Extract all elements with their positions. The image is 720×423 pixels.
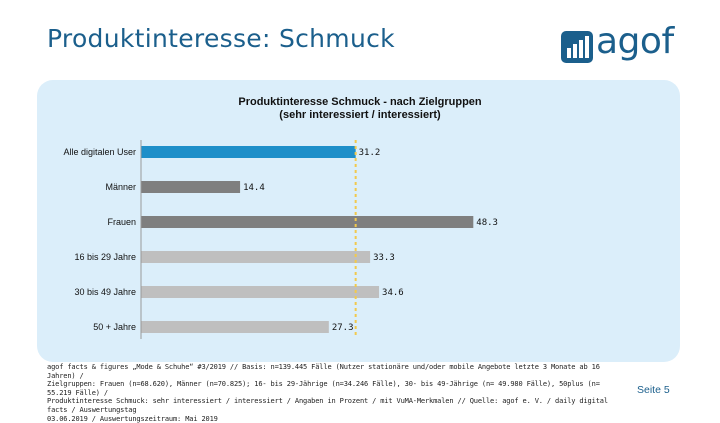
category-label: Frauen	[107, 217, 136, 227]
footnote-line-3: Produktinteresse Schmuck: sehr interessi…	[47, 397, 608, 414]
category-label: 30 bis 49 Jahre	[74, 287, 136, 297]
category-label: Alle digitalen User	[63, 147, 136, 157]
bar	[141, 251, 371, 263]
bar	[141, 286, 380, 298]
logo-bar-3	[579, 40, 583, 58]
value-label: 33.3	[373, 253, 395, 263]
bar	[141, 181, 241, 193]
footnote: agof facts & figures „Mode & Schuhe“ #3/…	[47, 363, 627, 423]
logo-text: agof	[596, 21, 674, 62]
logo-bar-4	[585, 36, 589, 58]
chart-title-line-1: Produktinteresse Schmuck - nach Zielgrup…	[238, 96, 482, 108]
category-label: 16 bis 29 Jahre	[74, 252, 136, 262]
category-label: Männer	[105, 182, 136, 192]
agof-logo	[561, 31, 593, 63]
value-label: 34.6	[382, 288, 404, 298]
page-title: Produktinteresse: Schmuck	[47, 24, 395, 53]
footnote-line-2: Zielgruppen: Frauen (n=68.620), Männer (…	[47, 380, 600, 397]
category-label: 50 + Jahre	[93, 322, 136, 332]
footnote-line-4: 03.06.2019 / Auswertungszeitraum: Mai 20…	[47, 414, 218, 423]
bar-chart: Alle digitalen User 31.2 Männer 14.4 Frauen 4…	[63, 140, 498, 339]
value-label: 14.4	[243, 183, 265, 193]
footnote-line-1: agof facts & figures „Mode & Schuhe“ #3/…	[47, 363, 600, 380]
chart-title: Produktinteresse Schmuck - nach Zielgrup…	[160, 96, 560, 122]
bar	[141, 321, 329, 333]
chart-title-line-2: (sehr interessiert / interessiert)	[279, 109, 441, 121]
logo-bar-1	[567, 48, 571, 58]
page-number: Seite 5	[637, 384, 670, 396]
value-label: 48.3	[476, 218, 498, 228]
value-label: 27.3	[332, 323, 354, 333]
value-label: 31.2	[359, 148, 381, 158]
logo-bar-2	[573, 44, 577, 58]
bar	[141, 146, 356, 158]
bar	[141, 216, 474, 228]
